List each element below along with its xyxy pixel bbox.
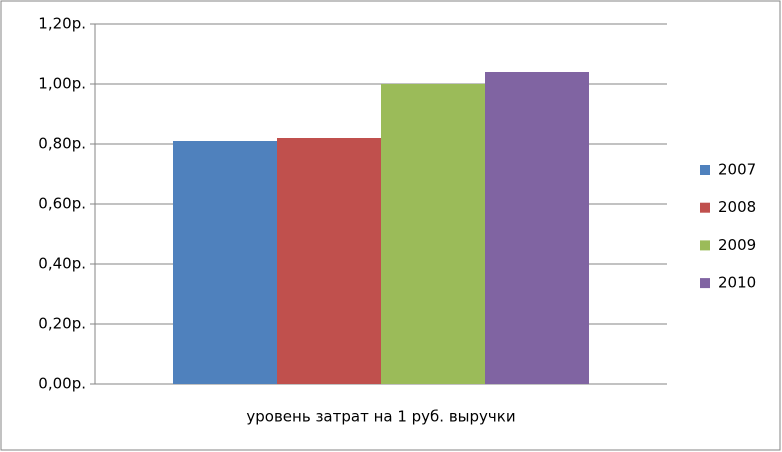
y-tick-label: 0,00р.	[38, 375, 86, 393]
bar	[173, 141, 277, 384]
x-tick-label: уровень затрат на 1 руб. выручки	[246, 408, 515, 426]
legend-label: 2008	[718, 198, 756, 216]
legend-label: 2010	[718, 274, 756, 292]
y-tick-label: 0,20р.	[38, 315, 86, 333]
legend-swatch	[700, 165, 710, 175]
y-tick-label: 0,80р.	[38, 135, 86, 153]
legend-swatch	[700, 278, 710, 289]
legend-label: 2009	[718, 236, 756, 254]
legend-label: 2007	[718, 161, 756, 179]
legend-swatch	[700, 202, 710, 213]
bar	[485, 72, 589, 384]
bar	[277, 138, 381, 384]
y-tick-label: 0,60р.	[38, 195, 86, 213]
y-tick-label: 1,20р.	[38, 15, 86, 33]
bar	[381, 84, 485, 384]
y-tick-label: 1,00р.	[38, 75, 86, 93]
legend-swatch	[700, 240, 710, 251]
y-tick-label: 0,40р.	[38, 255, 86, 273]
